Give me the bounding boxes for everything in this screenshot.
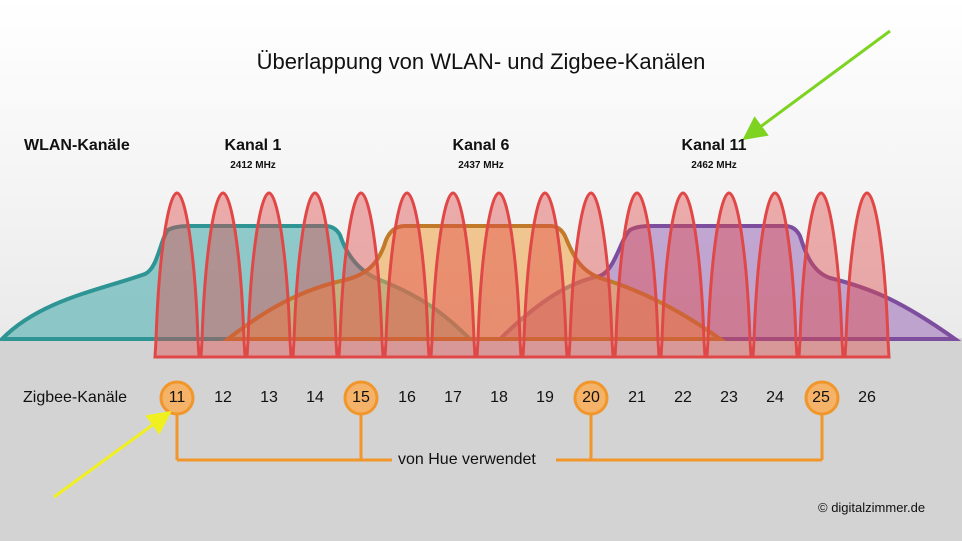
zigbee-channels-label: Zigbee-Kanäle [23, 389, 128, 406]
zigbee-peak-17 [429, 191, 477, 359]
zigbee-channel-13: 13 [260, 389, 278, 406]
zigbee-peak-26 [843, 191, 891, 359]
zigbee-channel-25: 25 [812, 389, 830, 406]
zigbee-peak-12 [199, 191, 247, 359]
zigbee-channel-23: 23 [720, 389, 738, 406]
zigbee-peak-13 [245, 191, 293, 359]
zigbee-peak-18 [475, 191, 523, 359]
zigbee-channel-26: 26 [858, 389, 876, 406]
wlan-channels-label: WLAN-Kanäle [24, 137, 130, 154]
zigbee-peak-24 [751, 191, 799, 359]
zigbee-channel-16: 16 [398, 389, 416, 406]
wlan-channel-6-spectrum [222, 224, 727, 341]
zigbee-channel-19: 19 [536, 389, 554, 406]
highlight-circle-11 [159, 380, 195, 416]
zigbee-channel-18: 18 [490, 389, 508, 406]
zigbee-peak-19 [521, 191, 569, 359]
zigbee-peak-25 [797, 191, 845, 359]
zigbee-channel-24: 24 [766, 389, 784, 406]
zigbee-peak-11 [153, 191, 201, 359]
zigbee-channel-21: 21 [628, 389, 646, 406]
wlan-channel-1-frequency: 2412 MHz [230, 160, 276, 171]
zigbee-channel-15: 15 [352, 389, 370, 406]
wlan-channel-6-name: Kanal 6 [452, 137, 510, 154]
zigbee-peak-16 [383, 191, 431, 359]
wlan-channel-11-name: Kanal 11 [681, 137, 747, 154]
highlight-circle-25 [804, 380, 840, 416]
zigbee-channel-17: 17 [444, 389, 462, 406]
hue-bracket [175, 414, 824, 462]
zigbee-channel-14: 14 [306, 389, 324, 406]
zigbee-peak-20 [567, 191, 615, 359]
wlan-channel-1-name: Kanal 1 [224, 137, 282, 154]
highlight-circle-15 [343, 380, 379, 416]
hue-used-label: von Hue verwendet [398, 451, 536, 468]
zigbee-peak-21 [613, 191, 661, 359]
zigbee-peak-15 [337, 191, 385, 359]
zigbee-panel-background [0, 338, 962, 541]
zigbee-channel-12: 12 [214, 389, 232, 406]
hue-channel-circles [159, 380, 840, 416]
highlight-circle-20 [573, 380, 609, 416]
wlan-channel-6-frequency: 2437 MHz [458, 160, 504, 171]
wlan-channel-11-frequency: 2462 MHz [691, 160, 737, 171]
zigbee-peak-22 [659, 191, 707, 359]
zigbee-peak-14 [291, 191, 339, 359]
copyright: © digitalzimmer.de [818, 500, 926, 515]
zigbee-channel-20: 20 [582, 389, 600, 406]
zigbee-channel-11: 11 [168, 389, 186, 406]
zigbee-channel-22: 22 [674, 389, 692, 406]
diagram-title: Überlappung von WLAN- und Zigbee-Kanälen [256, 49, 706, 74]
zigbee-channel-peaks [153, 191, 891, 359]
green-arrow [742, 29, 891, 141]
zigbee-peak-23 [705, 191, 753, 359]
yellow-arrow [53, 410, 172, 499]
